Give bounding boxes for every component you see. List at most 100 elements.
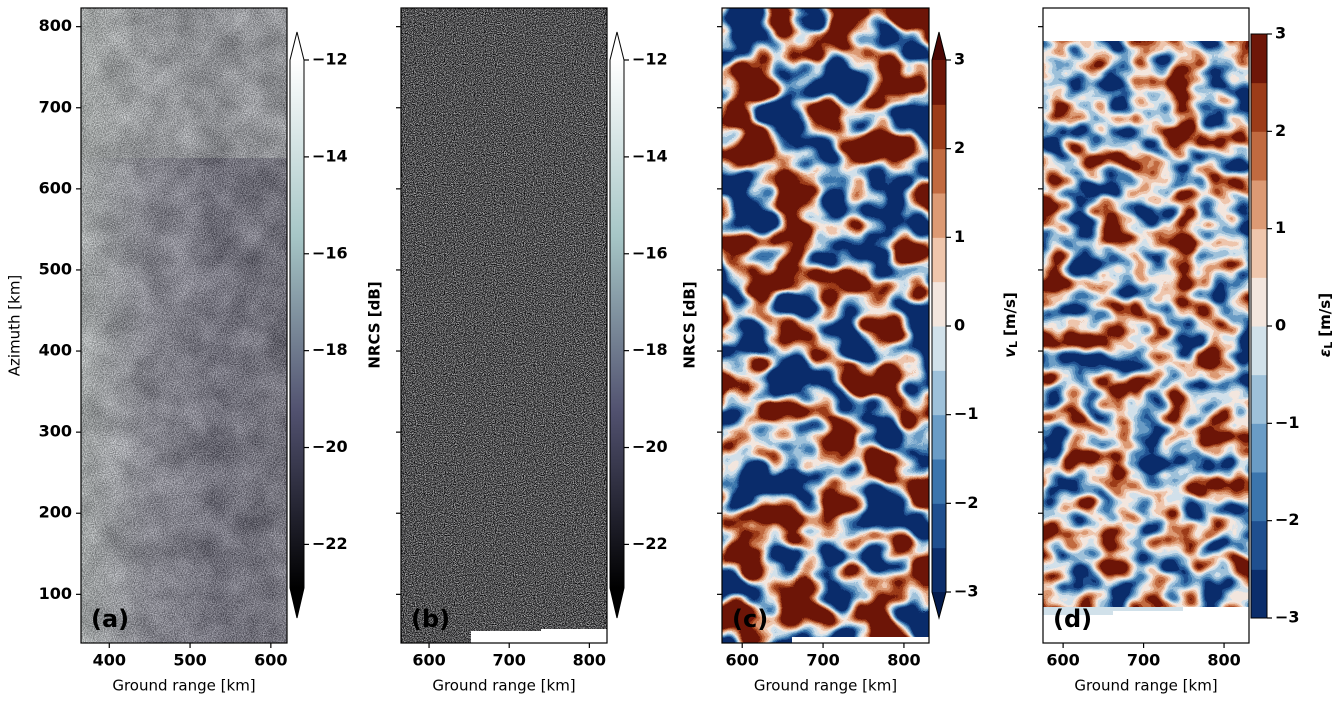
- panel-label: (c): [732, 605, 768, 633]
- axes-frame: [1042, 7, 1250, 644]
- colorbar-band: [932, 148, 946, 194]
- x-tick-label: 600: [1046, 651, 1079, 670]
- y-tick-label: 300: [39, 422, 72, 441]
- x-tick-label: 600: [726, 651, 759, 670]
- colorbar-band: [1251, 472, 1267, 522]
- colorbar-extend: [610, 588, 624, 618]
- x-tick-label: 700: [1127, 651, 1160, 670]
- colorbar-label: vL [m/s]: [1001, 292, 1021, 358]
- colorbar-extend: [932, 32, 946, 60]
- colorbar-gradient: [290, 60, 304, 588]
- colorbar-tick-label: −3: [954, 582, 979, 601]
- y-tick-label: 800: [39, 16, 72, 35]
- colorbar-band: [932, 547, 946, 593]
- image-speckle: [81, 8, 287, 643]
- panel-label: (b): [411, 605, 450, 633]
- colorbar-band: [1251, 131, 1267, 181]
- y-tick-label: 500: [39, 259, 72, 278]
- colorbar-band: [1251, 228, 1267, 278]
- panel-image: [1043, 8, 1249, 643]
- y-tick-label: 200: [39, 503, 72, 522]
- image-gap: [541, 629, 607, 643]
- colorbar-band: [1251, 82, 1267, 132]
- x-tick-label: 600: [254, 651, 287, 670]
- colorbar-tick-label: 1: [954, 227, 965, 246]
- colorbar-gradient: [610, 60, 624, 588]
- x-tick-label: 600: [412, 651, 445, 670]
- colorbar-tick-label: −12: [632, 50, 668, 69]
- colorbar-tick-label: −2: [1275, 510, 1300, 529]
- colorbar-label-subscript: L: [1322, 342, 1335, 349]
- colorbar-tick-label: 1: [1275, 218, 1286, 237]
- panel-image: [81, 8, 287, 643]
- colorbar-tick-label: −20: [632, 437, 668, 456]
- panel-label: (d): [1053, 605, 1092, 633]
- axes-frame: [721, 7, 930, 644]
- colorbar-band: [932, 370, 946, 416]
- y-tick-label: 400: [39, 341, 72, 360]
- y-tick-label: 700: [39, 97, 72, 116]
- x-tick-label: 800: [887, 651, 920, 670]
- colorbar-label: NRCS [dB]: [681, 281, 699, 368]
- colorbar-label-unit: [m/s]: [1001, 292, 1019, 336]
- colorbar-tick-label: −1: [954, 404, 979, 423]
- colorbar-tick-label: 2: [954, 138, 965, 157]
- colorbar-tick-label: −1: [1275, 413, 1300, 432]
- colorbar-tick-label: −3: [1275, 608, 1300, 627]
- panel-label: (a): [91, 605, 129, 633]
- colorbar-band: [1251, 34, 1267, 84]
- colorbar-tick-label: 2: [1275, 121, 1286, 140]
- colorbar-band: [932, 414, 946, 460]
- colorbar-band: [932, 193, 946, 238]
- colorbar-extend: [290, 32, 304, 60]
- x-tick-label: 800: [573, 651, 606, 670]
- colorbar-tick-label: 0: [1275, 316, 1286, 335]
- axes-frame: [80, 7, 288, 644]
- colorbar-band: [932, 503, 946, 549]
- colorbar-label-unit: [m/s]: [1316, 293, 1334, 337]
- colorbar-extend: [610, 32, 624, 60]
- image-contours: [1043, 8, 1249, 643]
- colorbar-tick-label: −18: [632, 340, 668, 359]
- x-tick-label: 700: [493, 651, 526, 670]
- x-tick-label: 500: [173, 651, 206, 670]
- colorbar-tick-label: 3: [1275, 24, 1286, 43]
- colorbar-band: [1251, 569, 1267, 619]
- colorbar-tick-label: −14: [312, 146, 348, 165]
- y-tick-label: 600: [39, 178, 72, 197]
- colorbar-extend: [290, 588, 304, 618]
- colorbar-label: εL [m/s]: [1316, 293, 1336, 357]
- colorbar-tick-label: −16: [312, 243, 348, 262]
- colorbar-band: [932, 237, 946, 283]
- image-gap: [1043, 8, 1249, 41]
- colorbar-label: NRCS [dB]: [366, 281, 384, 368]
- colorbar-tick-label: −18: [312, 340, 348, 359]
- colorbar-band: [932, 104, 946, 150]
- colorbar-band: [932, 459, 946, 504]
- colorbar-band: [1251, 520, 1267, 570]
- x-axis-label: Ground range [km]: [754, 677, 897, 695]
- colorbar-tick-label: −2: [954, 493, 979, 512]
- colorbar-band: [932, 281, 946, 327]
- colorbar-band: [1251, 180, 1267, 230]
- image-gap: [471, 631, 541, 643]
- colorbar-extend: [932, 592, 946, 618]
- y-tick-label: 100: [39, 584, 72, 603]
- colorbar-band: [1251, 326, 1267, 376]
- colorbar-band: [932, 326, 946, 371]
- image-contours-edge: [1043, 607, 1113, 615]
- colorbar-tick-label: 0: [954, 316, 965, 335]
- image-gap: [792, 637, 929, 643]
- x-tick-label: 700: [806, 651, 839, 670]
- colorbar-frame: [289, 31, 305, 619]
- colorbar-tick-label: −14: [632, 146, 668, 165]
- colorbar-label-subscript: L: [1007, 341, 1020, 348]
- panel-image: [722, 8, 929, 643]
- colorbar-label-symbol: v: [1001, 347, 1019, 358]
- colorbar-tick-label: 3: [954, 50, 965, 69]
- image-noise: [401, 8, 607, 643]
- colorbar-tick-label: −12: [312, 50, 348, 69]
- x-tick-label: 400: [93, 651, 126, 670]
- y-axis-label: Azimuth [km]: [6, 275, 24, 377]
